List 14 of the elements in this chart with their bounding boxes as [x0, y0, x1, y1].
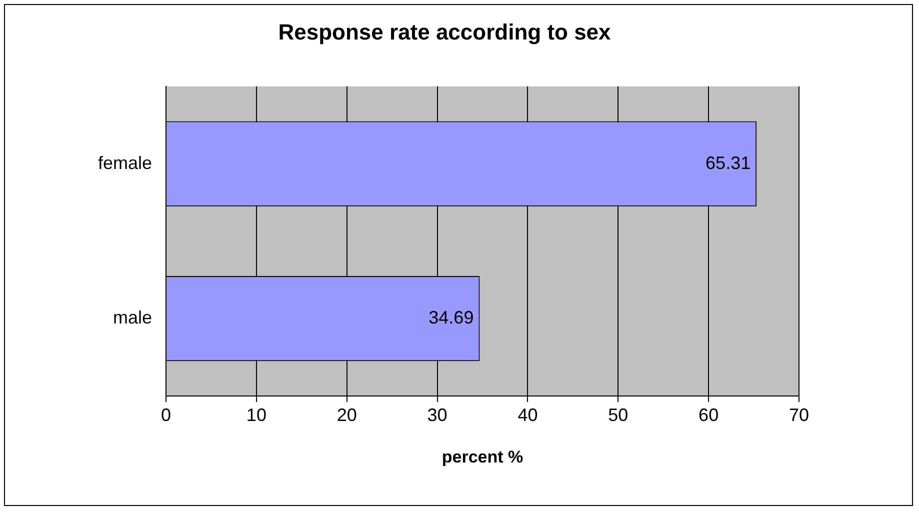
x-axis-title: percent %	[442, 447, 524, 466]
x-tick-label: 60	[698, 404, 719, 425]
x-tick-label: 10	[246, 404, 266, 425]
data-label: 65.31	[706, 152, 751, 173]
y-tick-label: male	[113, 308, 152, 328]
x-tick-label: 30	[427, 404, 448, 425]
x-tick-label: 70	[788, 404, 810, 425]
x-tick-label: 0	[161, 404, 172, 425]
y-tick-label: female	[98, 152, 152, 173]
chart-title: Response rate according to sex	[278, 19, 612, 44]
x-tick-label: 40	[518, 404, 538, 425]
x-tick-label: 20	[336, 404, 357, 425]
data-label: 34.69	[428, 308, 474, 328]
x-tick-label: 50	[608, 404, 628, 425]
